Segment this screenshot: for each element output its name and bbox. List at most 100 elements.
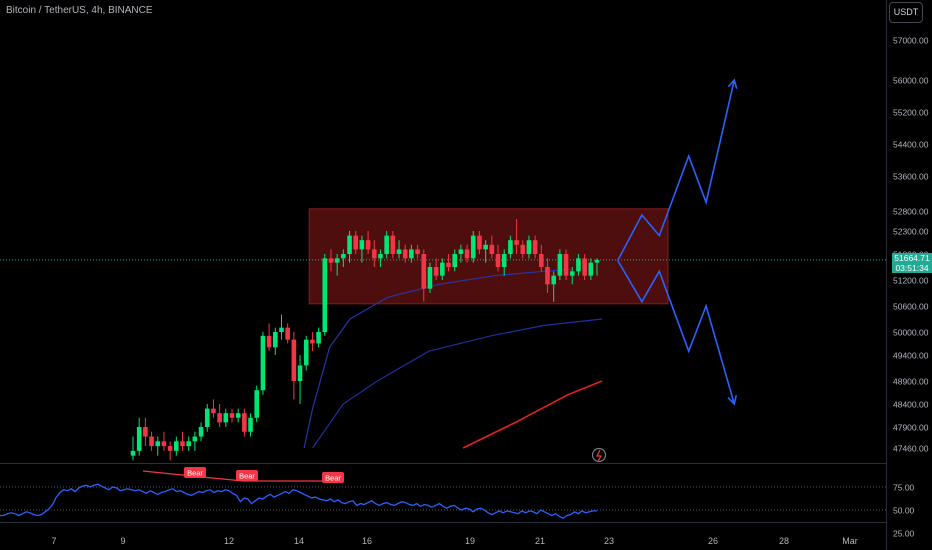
candle-body [316,332,321,344]
candle-body [576,258,581,272]
candle-body [508,240,513,254]
x-tick-label: 9 [120,536,125,546]
y-tick-label: 50000.00 [893,328,929,338]
candle-body [495,254,501,267]
candle-body [347,235,352,254]
bear-label-text: Bear [239,472,255,481]
x-tick-label: 26 [708,536,718,546]
candle-body [161,441,167,447]
bear-label-text: Bear [187,469,203,478]
symbol-title[interactable]: Bitcoin / TetherUS, 4h, BINANCE [6,5,153,16]
candle-body [464,249,470,259]
candle-body [155,441,161,447]
x-tick-label: 14 [294,536,304,546]
rsi-line [0,483,597,520]
candle-body [396,249,402,254]
candle-body [130,450,136,456]
osc-y-tick-label: 25.00 [893,529,915,539]
candle-body [569,271,575,276]
candle-body [532,240,538,254]
candle-body [477,235,482,250]
y-tick-label: 57000.00 [893,36,929,46]
osc-y-tick-label: 50.00 [893,506,915,516]
currency-button[interactable]: USDT [889,2,923,23]
y-tick-label: 47460.00 [893,444,929,454]
y-tick-label: 49400.00 [893,351,929,361]
candle-body [470,235,476,259]
candle-body [371,249,377,259]
candle-body [291,339,297,381]
bearish-projection-path [617,260,736,405]
candle-body [174,441,179,451]
candle-body [192,436,198,442]
y-tick-label: 55200.00 [893,108,929,118]
candle-body [409,249,414,259]
flash-icon-bolt [596,449,603,462]
candle-body [229,413,235,418]
candle-body [526,240,532,254]
candle-body [402,249,408,259]
candle-body [520,244,526,254]
candle-body [204,408,210,427]
candle-body [279,327,284,332]
candle-body [452,254,458,267]
candle-body [272,332,278,348]
candle-body [501,254,507,267]
candle-body [384,235,389,254]
x-tick-label: 23 [604,536,614,546]
candle-body [303,339,309,366]
candle-body [180,441,185,447]
candle-body [594,259,600,263]
candle-body [260,335,266,391]
candle-body [149,436,154,447]
x-tick-label: 21 [535,536,545,546]
y-tick-label: 47900.00 [893,423,929,433]
y-tick-label: 51200.00 [893,276,929,286]
candle-body [539,254,544,267]
candle-body [248,417,253,432]
candle-body [285,327,290,340]
candle-body [310,339,315,344]
x-tick-label: 16 [362,536,372,546]
y-tick-label: 56000.00 [893,76,929,86]
bullish-arrowhead [727,78,738,89]
candle-body [186,441,191,447]
y-tick-label: 53600.00 [893,172,929,182]
last-price-tag: 51664.71 03:51:34 [892,253,932,273]
candle-body [378,254,383,259]
candles-group [130,219,600,461]
y-tick-label: 50600.00 [893,302,929,312]
candle-body [235,413,241,418]
candle-body [489,244,495,254]
candle-body [458,249,464,254]
bear-label-text: Bear [325,474,341,483]
candle-body [433,267,439,276]
candle-body [514,240,519,245]
bear-label-badge [184,467,206,478]
candle-body [266,335,272,348]
candle-body [136,427,142,451]
range-zone [308,208,669,305]
candle-body [254,390,260,418]
x-tick-label: 12 [224,536,234,546]
candle-body [563,254,569,276]
candle-body [359,240,365,250]
bear-label-badge [236,470,258,481]
x-tick-label: 7 [51,536,56,546]
candle-body [440,262,445,276]
y-tick-label: 48400.00 [893,400,929,410]
x-tick-label: 19 [465,536,475,546]
last-price-value: 51664.71 [894,253,930,263]
y-tick-label: 52300.00 [893,227,929,237]
candle-body [353,235,359,250]
osc-y-tick-label: 75.00 [893,483,915,493]
candle-body [446,262,451,267]
candle-body [297,365,303,381]
candle-body [545,267,550,285]
candle-body [334,258,340,263]
candle-body [483,244,488,250]
y-tick-label: 54400.00 [893,140,929,150]
bear-label-badge [322,472,344,483]
candle-body [217,413,222,423]
